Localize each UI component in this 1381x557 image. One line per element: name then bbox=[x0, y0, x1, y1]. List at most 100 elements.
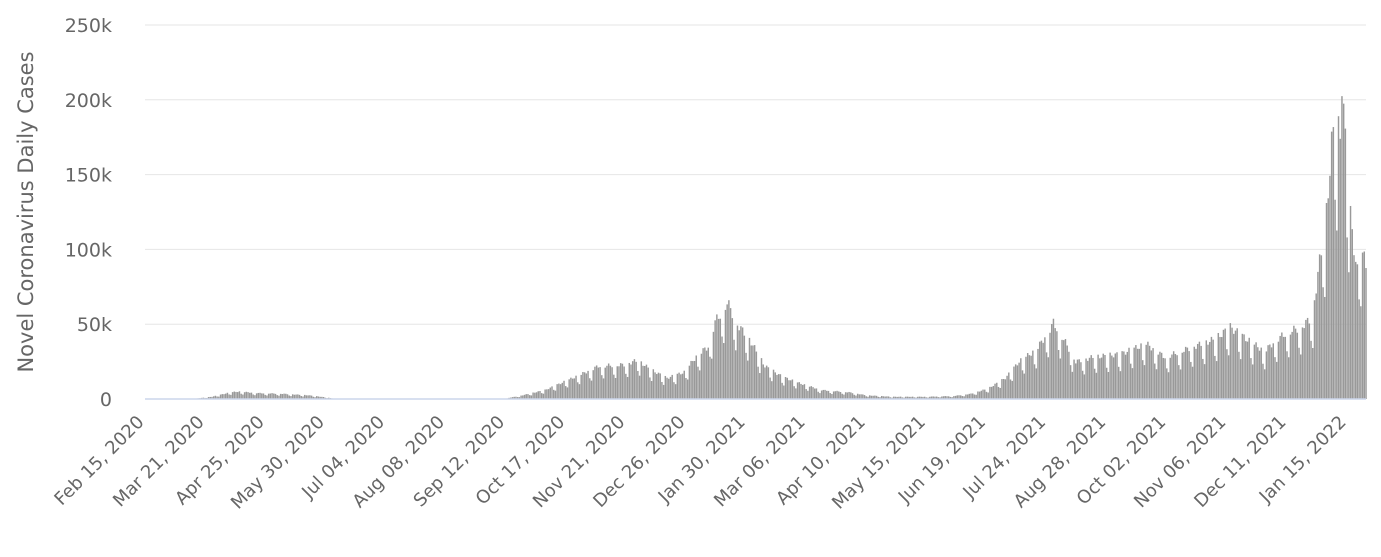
daily-cases-bar bbox=[1358, 299, 1360, 399]
daily-cases-bar bbox=[884, 396, 886, 399]
daily-cases-bar bbox=[1306, 317, 1309, 399]
daily-cases-bar bbox=[656, 374, 658, 399]
daily-cases-bar bbox=[1354, 261, 1357, 399]
daily-cases-bar bbox=[1119, 371, 1122, 399]
daily-cases-bar bbox=[212, 396, 215, 399]
daily-cases-bar bbox=[607, 363, 610, 399]
daily-cases-bar bbox=[832, 391, 835, 399]
daily-cases-bar bbox=[882, 396, 885, 399]
daily-cases-bar bbox=[1117, 366, 1120, 399]
daily-cases-bar bbox=[640, 361, 643, 399]
daily-cases-bars bbox=[183, 96, 1367, 400]
daily-cases-bar bbox=[566, 387, 569, 399]
daily-cases-bar bbox=[769, 377, 771, 399]
daily-cases-bar bbox=[252, 394, 254, 399]
daily-cases-bar bbox=[546, 389, 548, 399]
daily-cases-bar bbox=[1016, 365, 1019, 399]
daily-cases-bar bbox=[973, 394, 976, 399]
daily-cases-bar bbox=[868, 395, 871, 399]
daily-cases-bar bbox=[954, 395, 957, 399]
daily-cases-bar bbox=[935, 396, 938, 399]
daily-cases-bar bbox=[1248, 337, 1250, 399]
daily-cases-bar bbox=[692, 361, 694, 399]
daily-cases-bar bbox=[583, 372, 586, 399]
daily-cases-bar bbox=[893, 396, 895, 399]
daily-cases-bar bbox=[1221, 337, 1223, 399]
daily-cases-bar bbox=[898, 396, 900, 399]
daily-cases-bar bbox=[827, 390, 830, 399]
daily-cases-bar bbox=[917, 396, 919, 399]
daily-cases-bar bbox=[561, 382, 564, 399]
daily-cases-bar bbox=[534, 392, 536, 399]
daily-cases-bar bbox=[807, 390, 809, 399]
daily-cases-bar bbox=[288, 395, 290, 399]
daily-cases-bar bbox=[977, 391, 979, 399]
daily-cases-bar bbox=[1162, 357, 1165, 399]
daily-cases-bar bbox=[747, 360, 749, 399]
daily-cases-bar bbox=[295, 394, 297, 399]
y-tick-label: 250k bbox=[65, 15, 112, 37]
daily-cases-bar bbox=[609, 365, 612, 399]
daily-cases-bar bbox=[597, 367, 600, 399]
daily-cases-bar bbox=[810, 386, 813, 399]
daily-cases-bar bbox=[226, 392, 229, 399]
daily-cases-bar bbox=[1263, 369, 1266, 399]
daily-cases-bar bbox=[1130, 363, 1132, 399]
daily-cases-bar bbox=[1047, 357, 1050, 399]
daily-cases-bar bbox=[966, 394, 969, 399]
daily-cases-bar bbox=[1133, 347, 1135, 399]
daily-cases-bar bbox=[604, 367, 606, 399]
daily-cases-bar bbox=[736, 325, 739, 399]
daily-cases-bar bbox=[578, 384, 581, 399]
daily-cases-bar bbox=[1255, 342, 1257, 399]
daily-cases-bar bbox=[1147, 341, 1149, 399]
daily-cases-bar bbox=[237, 392, 239, 399]
daily-cases-bar bbox=[637, 370, 639, 399]
daily-cases-bar bbox=[1193, 346, 1195, 399]
daily-cases-bar bbox=[839, 392, 842, 399]
daily-cases-bar bbox=[1361, 252, 1364, 399]
daily-cases-bar bbox=[1056, 331, 1058, 399]
daily-cases-bar bbox=[1305, 319, 1307, 399]
daily-cases-bar bbox=[238, 391, 241, 399]
daily-cases-bar bbox=[831, 393, 833, 399]
daily-cases-bar bbox=[1033, 364, 1036, 399]
daily-cases-bar bbox=[1346, 237, 1348, 399]
daily-cases-bar bbox=[1224, 328, 1226, 399]
daily-cases-bar bbox=[286, 394, 289, 399]
daily-cases-bar bbox=[245, 391, 248, 399]
daily-cases-bar bbox=[1203, 364, 1206, 399]
daily-cases-bar bbox=[1233, 333, 1235, 399]
daily-cases-bar bbox=[1184, 346, 1187, 399]
daily-cases-bar bbox=[843, 394, 845, 399]
daily-cases-bar bbox=[1030, 355, 1032, 399]
daily-cases-bar bbox=[800, 383, 802, 399]
daily-cases-bar bbox=[570, 377, 572, 399]
daily-cases-bar bbox=[652, 369, 655, 399]
daily-cases-bar bbox=[516, 397, 519, 399]
daily-cases-bar bbox=[259, 392, 261, 399]
daily-cases-bar bbox=[1257, 347, 1259, 399]
daily-cases-bar bbox=[1212, 339, 1214, 399]
daily-cases-bar bbox=[623, 366, 625, 399]
daily-cases-bar bbox=[1171, 354, 1173, 399]
daily-cases-bar bbox=[858, 394, 861, 399]
daily-cases-bar bbox=[781, 382, 783, 399]
daily-cases-bar bbox=[999, 387, 1001, 399]
daily-cases-bar bbox=[812, 387, 814, 399]
daily-cases-bar bbox=[1174, 353, 1177, 399]
daily-cases-bar bbox=[942, 396, 945, 399]
daily-cases-bar bbox=[1313, 300, 1316, 399]
daily-cases-bar bbox=[635, 361, 637, 399]
daily-cases-bar bbox=[1301, 327, 1304, 399]
daily-cases-bar bbox=[721, 336, 723, 399]
daily-cases-bar bbox=[803, 384, 806, 399]
daily-cases-bar bbox=[693, 360, 696, 399]
daily-cases-bar bbox=[1116, 352, 1118, 399]
daily-cases-bar bbox=[1044, 337, 1046, 399]
daily-cases-bar bbox=[850, 392, 852, 399]
daily-cases-bar bbox=[1239, 359, 1242, 399]
daily-cases-bar bbox=[819, 393, 821, 399]
daily-cases-bar bbox=[638, 375, 641, 399]
daily-cases-bar bbox=[1202, 358, 1204, 399]
